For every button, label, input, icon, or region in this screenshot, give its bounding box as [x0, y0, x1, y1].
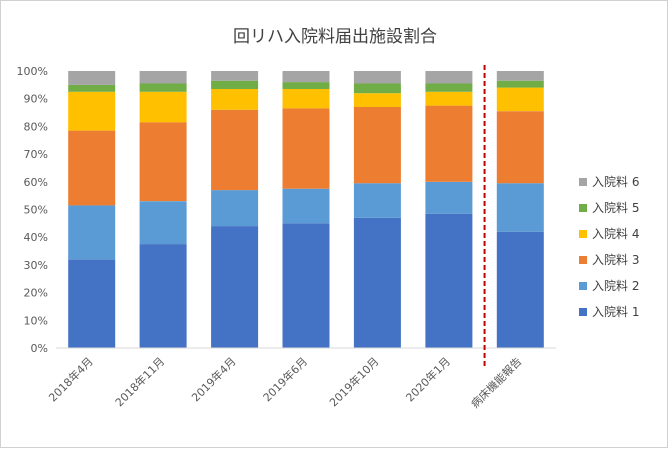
bar-segment	[353, 107, 401, 184]
bar-segment	[496, 183, 544, 232]
bar-segment	[282, 223, 330, 348]
y-tick-label: 30%	[24, 259, 48, 272]
legend-label: 入院料 4	[592, 227, 639, 241]
legend: 入院料 6 入院料 5 入院料 4 入院料 3 入院料 2 入院料 1	[579, 175, 639, 319]
bar-segment	[68, 71, 116, 85]
bar-segment	[139, 244, 187, 348]
bar-segment	[68, 259, 116, 348]
y-tick-label: 90%	[24, 93, 48, 106]
bar-segment	[68, 205, 116, 260]
bar-segment	[211, 71, 259, 81]
bar-segment	[353, 183, 401, 218]
y-tick-label: 70%	[24, 148, 48, 161]
bar-segment	[425, 91, 473, 106]
bar-segment	[496, 87, 544, 112]
legend-swatch	[579, 308, 587, 316]
bar-segment	[353, 83, 401, 94]
x-axis: 2018年4月 2018年11月 2019年4月 2019年6月 2019年10月 202…	[46, 354, 525, 411]
x-tick-label: 2019年4月	[188, 354, 238, 404]
bar-segment	[139, 201, 187, 245]
bar-segment	[353, 217, 401, 348]
bar-segment	[282, 108, 330, 189]
bar-segment	[211, 109, 259, 191]
bar-segment	[425, 83, 473, 92]
legend-swatch	[579, 282, 587, 290]
legend-swatch	[579, 256, 587, 264]
bar-segment	[425, 71, 473, 84]
y-tick-label: 0%	[31, 342, 48, 355]
legend-label: 入院料 5	[592, 201, 639, 215]
y-tick-label: 10%	[24, 314, 48, 327]
legend-swatch	[579, 230, 587, 238]
bars-group	[68, 71, 544, 348]
legend-label: 入院料 2	[592, 279, 639, 293]
bar-segment	[496, 111, 544, 184]
x-tick-label: 2018年4月	[46, 354, 96, 404]
bar-segment	[139, 91, 187, 123]
bar-segment	[353, 71, 401, 84]
bar-segment	[139, 71, 187, 84]
bar-segment	[282, 89, 330, 109]
legend-swatch	[579, 204, 587, 212]
x-tick-label: 2018年11月	[112, 354, 167, 409]
y-axis: 0% 10% 20% 30% 40% 50% 60% 70% 80% 90% 100%	[17, 65, 556, 355]
x-tick-label: 2019年10月	[326, 354, 381, 409]
bar-segment	[139, 83, 187, 92]
bar-segment	[353, 93, 401, 107]
chart-title: 回リハ入院料届出施設割合	[233, 27, 437, 47]
legend-label: 入院料 3	[592, 253, 639, 267]
legend-label: 入院料 1	[592, 305, 639, 319]
x-tick-label: 病床機能報告	[468, 354, 525, 411]
y-tick-label: 80%	[24, 120, 48, 133]
bar-segment	[68, 91, 116, 131]
bar-segment	[425, 105, 473, 182]
y-tick-label: 60%	[24, 176, 48, 189]
bar-segment	[496, 231, 544, 348]
bar-segment	[211, 226, 259, 348]
bar-segment	[496, 71, 544, 81]
bar-segment	[496, 80, 544, 88]
y-tick-label: 40%	[24, 231, 48, 244]
bar-segment	[211, 190, 259, 227]
bar-segment	[211, 80, 259, 89]
bar-segment	[282, 82, 330, 89]
y-tick-label: 20%	[24, 287, 48, 300]
x-tick-label: 2020年1月	[403, 354, 453, 404]
bar-segment	[68, 130, 116, 206]
bar-segment	[211, 89, 259, 110]
bar-segment	[425, 213, 473, 348]
bar-segment	[68, 84, 116, 92]
legend-label: 入院料 6	[592, 175, 639, 189]
bar-segment	[282, 71, 330, 83]
bar-segment	[139, 122, 187, 202]
bar-segment	[282, 188, 330, 224]
x-tick-label: 2019年6月	[260, 354, 310, 404]
bar-segment	[425, 181, 473, 214]
y-tick-label: 50%	[24, 204, 48, 217]
y-tick-label: 100%	[17, 65, 48, 78]
legend-swatch	[579, 178, 587, 186]
